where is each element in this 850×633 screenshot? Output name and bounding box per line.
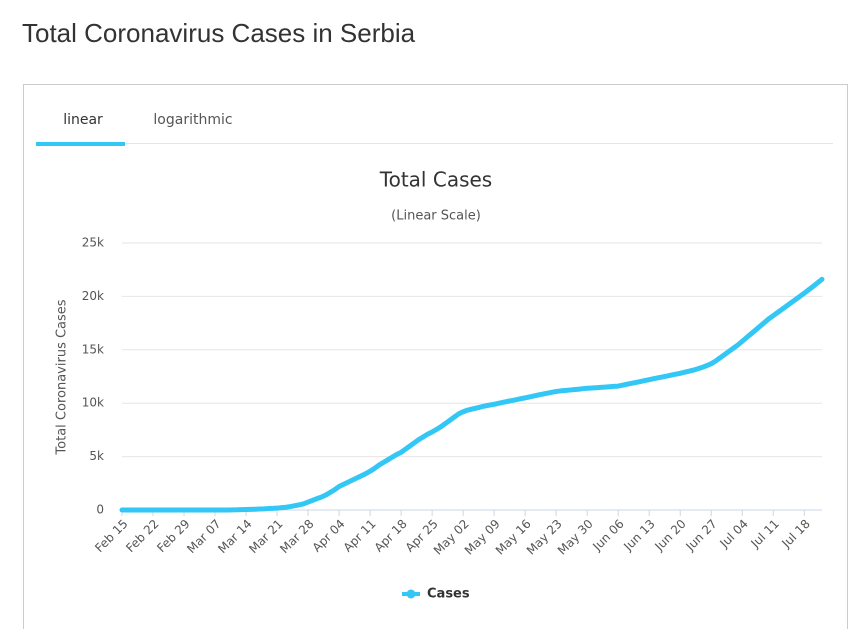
chart-subtitle: (Linear Scale) xyxy=(391,209,481,224)
panel xyxy=(23,84,848,633)
y-axis-label: Total Coronavirus Cases xyxy=(55,299,70,455)
y-tick-label: 0 xyxy=(96,503,104,517)
legend-marker xyxy=(406,589,416,599)
tab[interactable]: linear xyxy=(63,112,103,128)
y-tick-label: 5k xyxy=(89,449,104,463)
series-line xyxy=(119,276,825,513)
legend-label: Cases xyxy=(427,587,470,602)
chart-title: Total Cases xyxy=(379,168,492,192)
tab-underline xyxy=(36,142,125,146)
y-tick-label: 25k xyxy=(82,236,104,250)
y-tick-label: 10k xyxy=(82,396,104,410)
page-title: Total Coronavirus Cases in Serbia xyxy=(22,18,416,48)
y-tick-label: 20k xyxy=(82,289,104,303)
tab[interactable]: logarithmic xyxy=(153,112,232,128)
y-tick-label: 15k xyxy=(82,342,104,356)
